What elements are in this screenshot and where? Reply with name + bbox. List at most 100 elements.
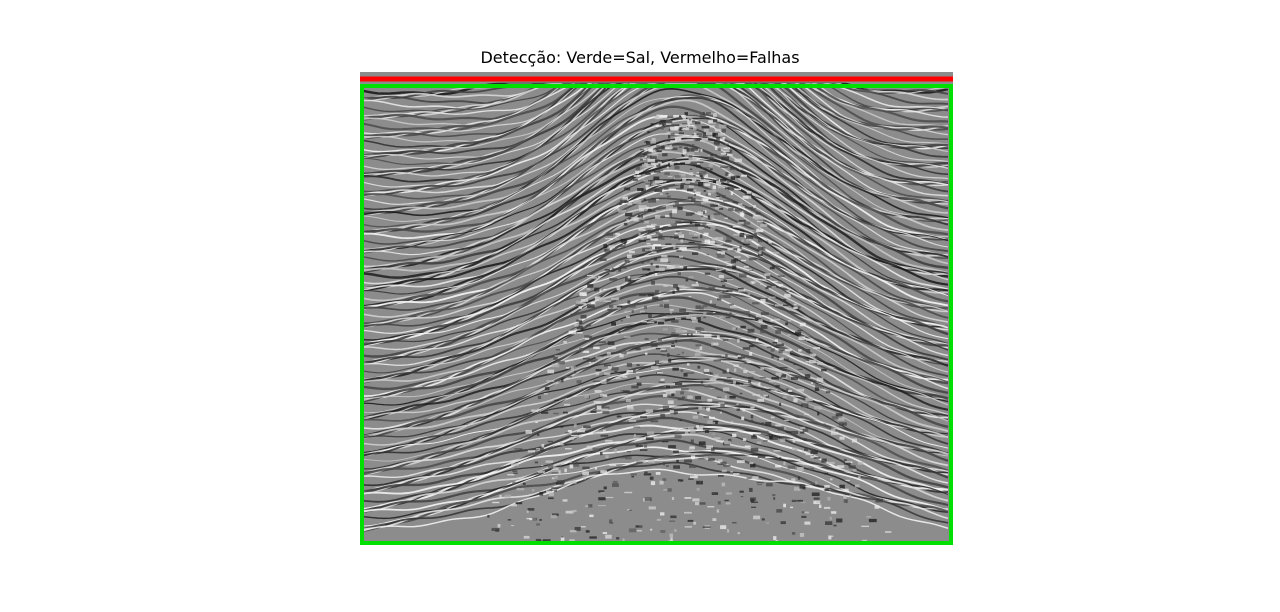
salt-speckle xyxy=(649,272,654,273)
salt-speckle xyxy=(690,455,696,460)
salt-speckle xyxy=(733,258,738,262)
salt-speckle xyxy=(647,293,654,296)
salt-speckle xyxy=(670,132,675,137)
salt-speckle xyxy=(594,390,602,393)
salt-speckle xyxy=(749,207,756,210)
salt-speckle xyxy=(644,444,648,448)
salt-speckle xyxy=(737,532,740,535)
salt-speckle xyxy=(569,464,574,469)
salt-speckle xyxy=(574,323,579,327)
salt-speckle xyxy=(805,397,813,402)
salt-speckle xyxy=(688,333,691,336)
salt-speckle xyxy=(693,174,696,177)
salt-speckle xyxy=(564,468,567,473)
salt-speckle xyxy=(741,205,745,208)
salt-speckle xyxy=(687,152,695,155)
salt-speckle xyxy=(576,332,583,334)
salt-speckle xyxy=(562,499,568,502)
salt-speckle xyxy=(611,297,619,301)
salt-speckle xyxy=(633,179,638,182)
salt-speckle xyxy=(644,341,651,343)
salt-speckle xyxy=(685,212,693,216)
salt-speckle xyxy=(736,403,739,405)
salt-speckle xyxy=(679,380,687,382)
salt-speckle xyxy=(727,248,734,251)
salt-speckle xyxy=(708,458,715,461)
salt-speckle xyxy=(722,290,729,293)
salt-dome-chaotic-zone xyxy=(487,112,892,545)
salt-speckle xyxy=(778,349,786,353)
salt-speckle xyxy=(639,158,643,161)
salt-speckle xyxy=(750,447,759,452)
salt-speckle xyxy=(699,346,703,351)
salt-speckle xyxy=(655,265,659,269)
salt-speckle xyxy=(522,482,526,485)
salt-speckle xyxy=(791,478,796,482)
salt-speckle xyxy=(719,124,727,128)
salt-speckle xyxy=(662,153,668,157)
seismic-horizon xyxy=(360,379,949,462)
salt-speckle xyxy=(540,447,544,452)
salt-speckle xyxy=(696,425,700,428)
salt-speckle xyxy=(674,529,677,532)
salt-speckle xyxy=(727,529,730,533)
salt-speckle xyxy=(565,448,572,450)
salt-speckle xyxy=(712,337,721,340)
salt-speckle xyxy=(755,229,764,233)
seismic-horizon xyxy=(360,416,949,496)
salt-speckle xyxy=(635,166,640,170)
salt-speckle xyxy=(669,520,676,522)
salt-speckle xyxy=(760,299,766,303)
salt-speckle xyxy=(674,328,682,330)
salt-speckle xyxy=(708,399,712,401)
salt-speckle xyxy=(604,372,611,375)
salt-speckle xyxy=(650,420,659,423)
salt-speckle xyxy=(627,202,633,206)
salt-speckle xyxy=(692,319,698,323)
salt-speckle xyxy=(698,171,707,175)
salt-speckle xyxy=(609,304,617,308)
salt-speckle xyxy=(579,292,587,296)
salt-speckle xyxy=(620,238,627,243)
salt-speckle xyxy=(648,506,656,510)
salt-speckle xyxy=(828,535,832,540)
salt-speckle xyxy=(683,372,688,377)
salt-speckle xyxy=(587,284,594,288)
salt-speckle xyxy=(816,377,824,382)
salt-speckle xyxy=(569,437,575,440)
salt-speckle xyxy=(638,205,647,209)
salt-speckle xyxy=(553,412,559,415)
salt-speckle xyxy=(788,320,792,322)
salt-speckle xyxy=(716,509,720,513)
salt-speckle xyxy=(786,289,791,291)
salt-speckle xyxy=(603,244,607,248)
salt-speckle xyxy=(776,509,783,513)
salt-speckle xyxy=(547,369,555,374)
salt-speckle xyxy=(638,233,641,237)
salt-speckle xyxy=(780,521,786,525)
salt-speckle xyxy=(819,423,826,425)
salt-speckle xyxy=(701,138,709,141)
salt-speckle xyxy=(752,382,761,385)
salt-speckle xyxy=(627,254,632,259)
salt-speckle xyxy=(716,195,721,197)
salt-speckle xyxy=(761,278,768,281)
salt-speckle xyxy=(650,197,656,201)
salt-speckle xyxy=(749,352,753,356)
salt-speckle xyxy=(669,162,674,166)
salt-speckle xyxy=(628,304,636,308)
salt-speckle xyxy=(680,369,684,372)
salt-speckle xyxy=(827,496,831,501)
salt-speckle xyxy=(639,293,647,297)
salt-speckle xyxy=(692,498,700,502)
salt-speckle xyxy=(695,121,701,125)
salt-speckle xyxy=(757,484,762,486)
salt-speckle xyxy=(614,370,618,372)
seismic-horizon xyxy=(360,105,949,236)
salt-speckle xyxy=(704,430,709,433)
salt-speckle xyxy=(665,243,672,246)
salt-speckle xyxy=(718,459,723,462)
salt-speckle xyxy=(514,448,523,450)
salt-speckle xyxy=(674,165,680,170)
salt-speckle xyxy=(688,157,696,161)
